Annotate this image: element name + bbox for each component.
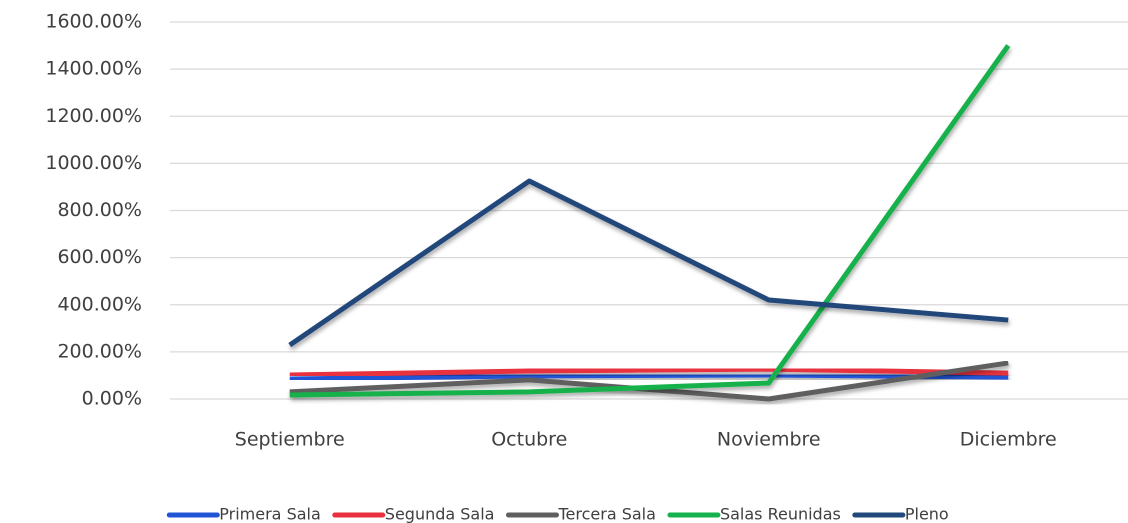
x-tick-label: Septiembre: [235, 429, 345, 451]
series-line: [289, 44, 1011, 398]
series-line: [288, 178, 1009, 348]
y-tick-label: 1600.00%: [45, 11, 142, 33]
legend-label: Tercera Sala: [557, 505, 655, 523]
series-line: [289, 372, 1009, 382]
series-line: [289, 366, 1009, 378]
x-tick-label: Octubre: [491, 429, 567, 451]
y-tick-label: 200.00%: [57, 340, 142, 362]
legend-label: Segunda Sala: [385, 505, 495, 523]
x-tick-label: Diciembre: [960, 429, 1057, 451]
y-tick-label: 1400.00%: [45, 58, 142, 80]
legend-label: Salas Reunidas: [720, 505, 841, 523]
legend-label: Pleno: [905, 505, 949, 523]
x-tick-label: Noviembre: [717, 429, 821, 451]
y-tick-label: 800.00%: [57, 199, 142, 221]
y-tick-label: 400.00%: [57, 293, 142, 315]
y-tick-label: 1000.00%: [45, 152, 142, 174]
y-tick-label: 1200.00%: [45, 105, 142, 127]
legend-label: Primera Sala: [219, 505, 321, 523]
y-tick-label: 600.00%: [57, 246, 142, 268]
y-tick-label: 0.00%: [82, 388, 142, 410]
